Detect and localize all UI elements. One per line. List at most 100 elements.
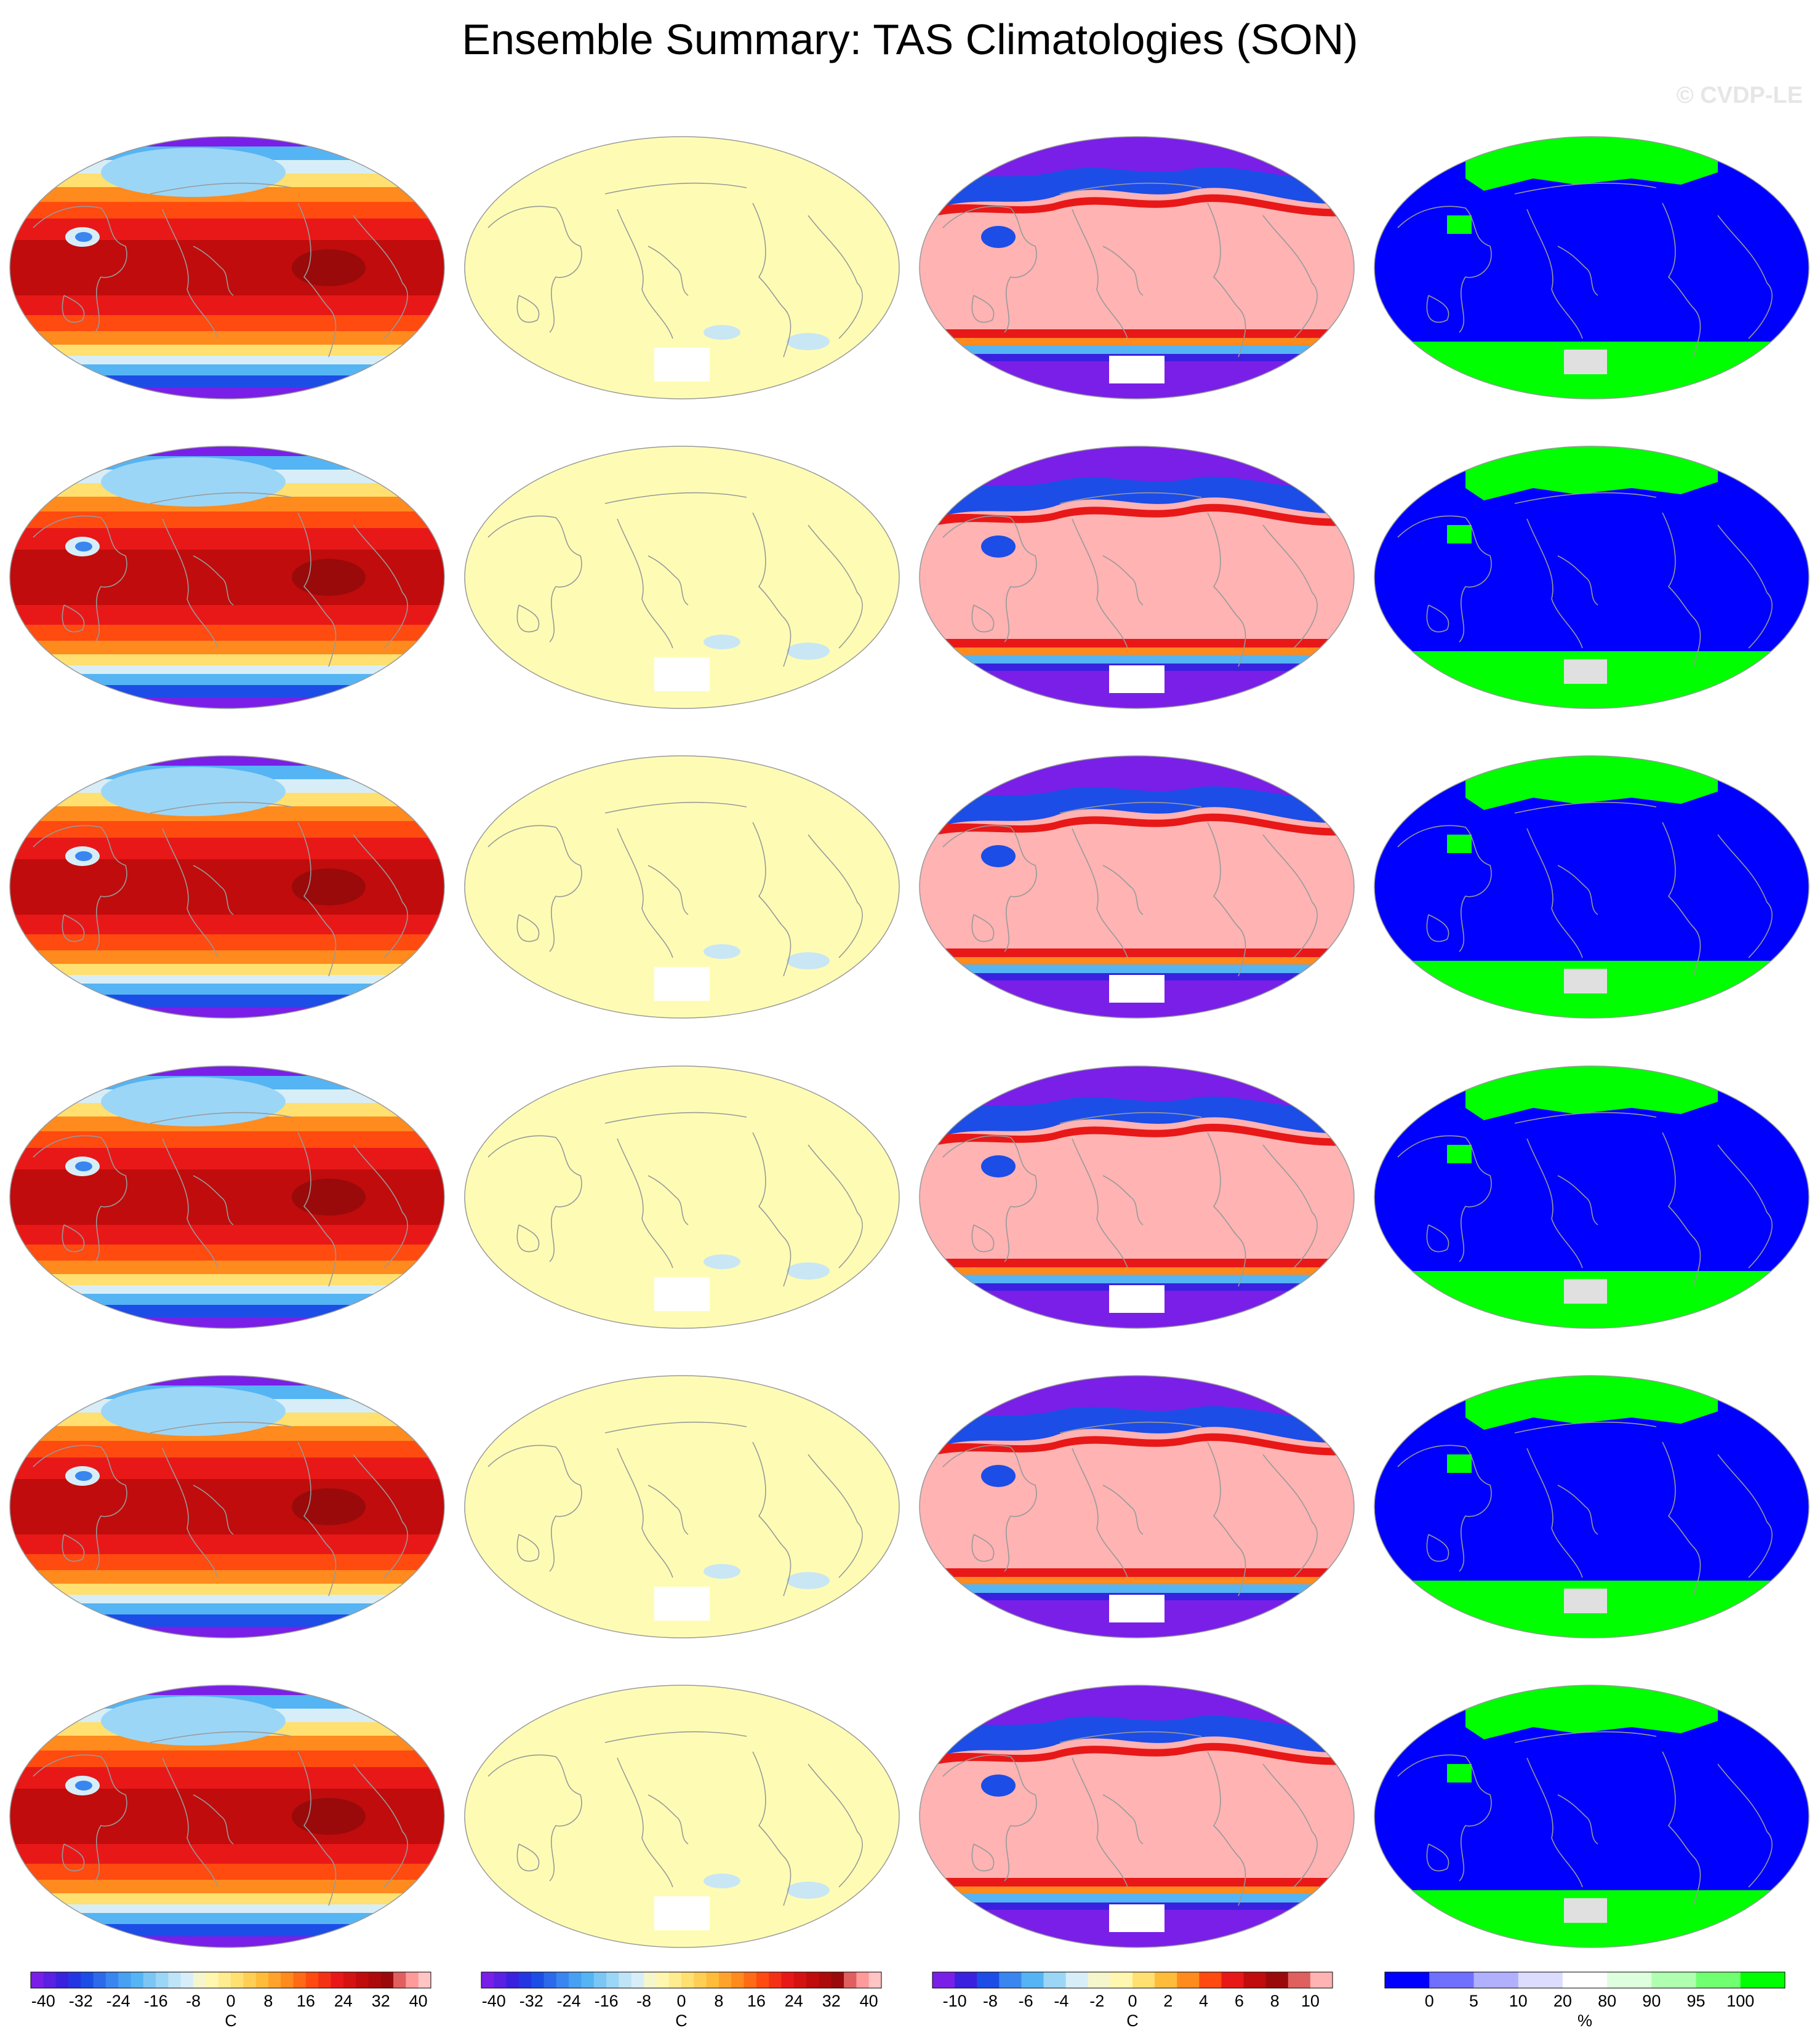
- colorbar-swatch: [1243, 1972, 1267, 1988]
- colorbar-tick-label: -8: [636, 1992, 651, 2010]
- colorbar-swatch: [556, 1972, 569, 1988]
- colorbar-swatch: [977, 1972, 1000, 1988]
- obs-panel: [455, 408, 910, 718]
- colorbar-swatch: [81, 1972, 94, 1988]
- rank-map: [1374, 755, 1810, 1019]
- colorbar-swatch: [955, 1972, 977, 1988]
- rank-map: [1374, 1065, 1810, 1329]
- rank-panel: [1365, 1028, 1819, 1337]
- colorbar-tick-label: 32: [822, 1992, 841, 2010]
- colorbar-tick-label: -10: [943, 1992, 967, 2010]
- colorbar-swatch: [1110, 1972, 1133, 1988]
- model-row: [0, 718, 1820, 1027]
- colorbar-swatch: [1518, 1972, 1563, 1988]
- colorbar-tick-label: -8: [186, 1992, 201, 2010]
- colorbar-swatch: [819, 1972, 832, 1988]
- colorbar-swatch: [68, 1972, 81, 1988]
- colorbar-swatch: [781, 1972, 795, 1988]
- rank-panel: [1365, 98, 1819, 408]
- colorbar-swatch: [1177, 1972, 1200, 1988]
- colorbar-swatch: [93, 1972, 106, 1988]
- colorbar-tick-label: 24: [785, 1992, 803, 2010]
- colorbar-swatch: [481, 1972, 494, 1988]
- rank-panel: [1365, 408, 1819, 718]
- colorbar-tick-label: -16: [595, 1992, 619, 2010]
- colorbar-tick-label: 40: [409, 1992, 428, 2010]
- obs-map: [464, 1375, 900, 1638]
- colorbar-tick-label: 2: [1163, 1992, 1173, 2010]
- obs-map: [464, 755, 900, 1019]
- colorbar-swatch: [543, 1972, 557, 1988]
- colorbar-model: -40 -32 -24 -16 -8 0 8 16 24 32 40 C: [25, 1970, 479, 2037]
- diff-map: [919, 755, 1355, 1019]
- colorbar-swatch: [55, 1972, 69, 1988]
- colorbar-tick-label: -40: [31, 1992, 55, 2010]
- colorbar-tick-label: -2: [1089, 1992, 1104, 2010]
- colorbar-swatch: [393, 1972, 406, 1988]
- diff-map: [919, 1685, 1355, 1948]
- colorbar-swatch: [130, 1972, 144, 1988]
- colorbar-swatch: [718, 1972, 732, 1988]
- colorbar-tick-label: 5: [1469, 1992, 1478, 2010]
- colorbar-swatch: [368, 1972, 382, 1988]
- colorbar-swatch: [631, 1972, 644, 1988]
- colorbar-swatch: [1607, 1972, 1652, 1988]
- colorbar-tick-label: -16: [144, 1992, 168, 2010]
- colorbar-tick-label: 8: [263, 1992, 273, 2010]
- colorbar-tick-label: 0: [226, 1992, 235, 2010]
- colorbar-swatch: [1310, 1972, 1333, 1988]
- model-row: [0, 408, 1820, 718]
- model-map: [9, 755, 445, 1019]
- model-map: [9, 1065, 445, 1329]
- colorbar-swatch: [681, 1972, 694, 1988]
- obs-map: [464, 1065, 900, 1329]
- colorbar-swatch: [831, 1972, 844, 1988]
- model-row: [0, 1337, 1820, 1647]
- colorbar-swatch: [1651, 1972, 1697, 1988]
- model-map: [9, 1685, 445, 1948]
- model-map: [9, 1375, 445, 1638]
- colorbar-swatch: [380, 1972, 394, 1988]
- rank-panel: [1365, 718, 1819, 1027]
- colorbar-swatch: [1155, 1972, 1177, 1988]
- colorbar-tick-label: 32: [372, 1992, 390, 2010]
- colorbar-tick-label: -4: [1054, 1992, 1068, 2010]
- colorbar-swatch: [569, 1972, 582, 1988]
- colorbar-rank: 0 5 10 20 80 90 95 100%: [1379, 1970, 1820, 2037]
- colorbar-unit: C: [225, 2011, 237, 2030]
- colorbar-swatch: [356, 1972, 369, 1988]
- colorbar-swatch: [999, 1972, 1022, 1988]
- colorbar-swatch: [531, 1972, 545, 1988]
- colorbar-swatch: [793, 1972, 807, 1988]
- colorbar-swatch: [744, 1972, 757, 1988]
- colorbar-swatch: [668, 1972, 682, 1988]
- colorbar-swatch: [1021, 1972, 1044, 1988]
- diff-map: [919, 136, 1355, 399]
- model-panel: [0, 1028, 455, 1337]
- colorbar-swatch: [1199, 1972, 1222, 1988]
- colorbar-tick-label: -6: [1019, 1992, 1033, 2010]
- obs-panel: [455, 1028, 910, 1337]
- colorbar-tick-label: 16: [297, 1992, 315, 2010]
- colorbar-swatch: [1429, 1972, 1474, 1988]
- colorbar-swatch: [1288, 1972, 1311, 1988]
- colorbar-swatch: [769, 1972, 782, 1988]
- colorbar-swatch: [581, 1972, 595, 1988]
- colorbar-swatch: [518, 1972, 532, 1988]
- colorbar-swatch: [806, 1972, 819, 1988]
- obs-panel: [455, 1337, 910, 1647]
- colorbar-swatch: [293, 1972, 307, 1988]
- colorbar-tick-label: -40: [482, 1992, 506, 2010]
- colorbar-tick-label: 4: [1199, 1992, 1208, 2010]
- watermark: © CVDP-LE: [1676, 82, 1803, 108]
- colorbar-swatch: [868, 1972, 882, 1988]
- colorbar-swatch: [694, 1972, 707, 1988]
- diff-panel: [910, 718, 1365, 1027]
- colorbar-swatch: [1132, 1972, 1155, 1988]
- colorbar-swatch: [606, 1972, 619, 1988]
- model-row: [0, 98, 1820, 408]
- colorbar-swatch: [31, 1972, 44, 1988]
- colorbar-swatch: [143, 1972, 156, 1988]
- colorbar-tick-label: 20: [1553, 1992, 1572, 2010]
- colorbar-tick-label: 80: [1598, 1992, 1616, 2010]
